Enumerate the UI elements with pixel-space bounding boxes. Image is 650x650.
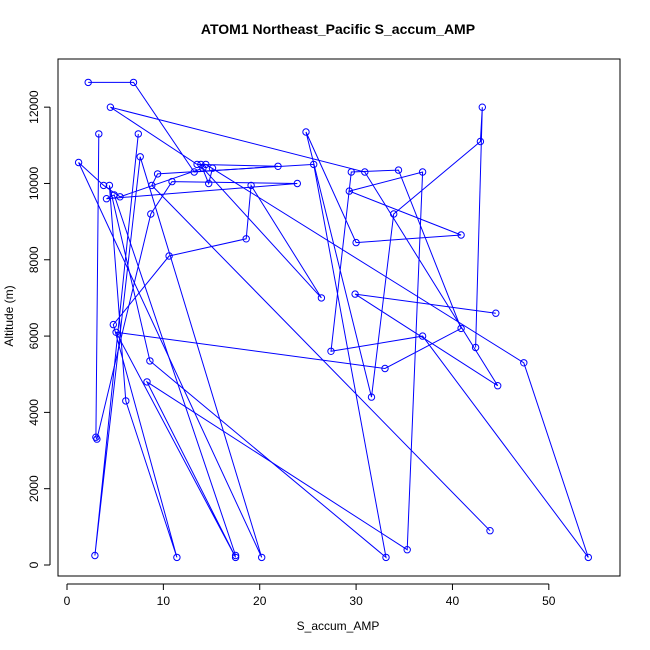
- data-point: [327, 347, 335, 355]
- x-tick-label: 0: [64, 594, 71, 608]
- data-point: [134, 130, 143, 138]
- data-point: [418, 332, 427, 340]
- data-point: [352, 238, 360, 247]
- data-point: [345, 187, 353, 195]
- data-point: [153, 170, 162, 178]
- data-point: [231, 551, 240, 560]
- data-point: [381, 364, 389, 373]
- y-tick-label: 4000: [27, 399, 41, 426]
- data-point: [494, 382, 502, 390]
- data-point: [361, 168, 369, 176]
- data-point: [116, 193, 124, 201]
- series-line: [95, 133, 298, 556]
- data-point: [112, 328, 120, 336]
- data-point: [74, 158, 83, 167]
- data-point: [168, 177, 176, 186]
- data-point: [302, 128, 310, 136]
- chart-title: ATOM1 Northeast_Pacific S_accum_AMP: [201, 21, 475, 37]
- x-axis: 0 10 20 30 40 50: [64, 583, 556, 608]
- data-points: [74, 78, 592, 562]
- data-point: [403, 546, 411, 554]
- data-point: [394, 166, 403, 174]
- data-point: [310, 160, 318, 169]
- data-point: [293, 179, 301, 188]
- data-point: [99, 181, 108, 190]
- data-point: [347, 168, 355, 176]
- data-point: [242, 235, 250, 243]
- data-point: [102, 195, 111, 203]
- series-lines: [78, 81, 589, 559]
- data-point: [390, 210, 398, 218]
- data-point: [476, 137, 485, 146]
- data-point: [367, 393, 376, 401]
- x-tick-label: 50: [542, 594, 556, 608]
- x-tick-label: 20: [253, 594, 267, 608]
- data-point: [122, 397, 130, 405]
- data-point: [231, 553, 240, 562]
- data-point: [486, 527, 494, 535]
- series-line: [88, 81, 499, 387]
- data-point: [382, 553, 390, 562]
- y-tick-label: 2000: [27, 475, 41, 502]
- data-point: [471, 343, 480, 352]
- data-point: [105, 181, 114, 190]
- series-line: [78, 133, 491, 559]
- data-point: [143, 378, 151, 386]
- data-point: [205, 179, 213, 188]
- data-point: [147, 210, 155, 218]
- y-tick-label: 6000: [27, 322, 41, 349]
- data-point: [202, 160, 210, 169]
- data-point: [258, 553, 266, 562]
- data-point: [351, 290, 359, 298]
- x-tick-label: 30: [349, 594, 363, 608]
- y-axis: 0 2000 4000 6000 8000 10000 12000: [27, 90, 51, 568]
- x-axis-label: S_accum_AMP: [297, 619, 380, 633]
- data-point: [492, 309, 500, 317]
- data-point: [274, 162, 282, 171]
- y-tick-label: 10000: [27, 166, 41, 200]
- y-tick-label: 12000: [27, 90, 41, 124]
- data-point: [109, 320, 118, 329]
- plot-frame: [57, 58, 621, 577]
- data-point: [208, 164, 217, 172]
- data-point: [165, 252, 173, 260]
- data-point: [193, 160, 201, 169]
- data-point: [136, 153, 144, 161]
- data-point: [247, 181, 255, 190]
- data-point: [317, 294, 326, 302]
- data-point: [93, 435, 101, 443]
- data-point: [146, 357, 154, 365]
- data-point: [520, 359, 528, 367]
- y-tick-label: 8000: [27, 246, 41, 273]
- data-point: [197, 160, 205, 169]
- data-point: [91, 551, 99, 560]
- data-point: [106, 103, 115, 111]
- series-line: [115, 107, 589, 558]
- data-point: [173, 553, 181, 562]
- data-point: [457, 231, 465, 239]
- data-point: [418, 168, 427, 176]
- data-point: [84, 78, 92, 87]
- data-point: [584, 553, 592, 562]
- y-tick-label: 0: [27, 561, 41, 568]
- data-point: [148, 181, 156, 190]
- data-point: [457, 324, 465, 333]
- data-point: [478, 103, 486, 111]
- data-point: [190, 168, 198, 176]
- x-tick-label: 10: [157, 594, 171, 608]
- y-axis-label: Altitude (m): [2, 285, 16, 346]
- data-point: [129, 78, 138, 87]
- data-point: [95, 130, 103, 138]
- x-tick-label: 40: [446, 594, 460, 608]
